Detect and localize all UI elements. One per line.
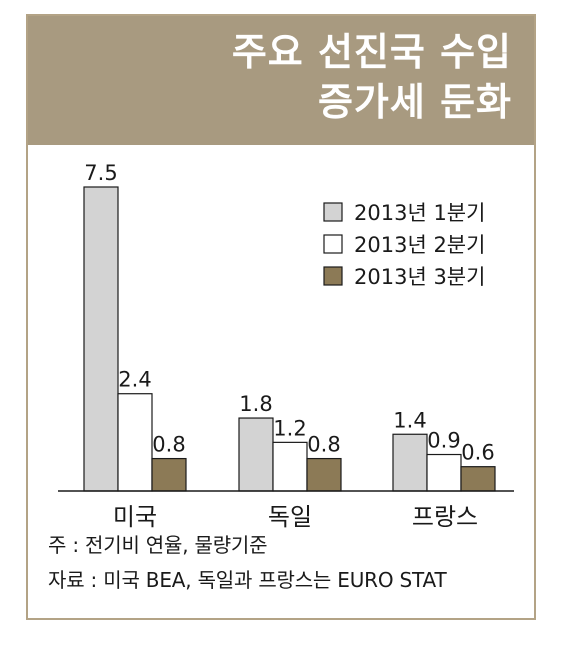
bar-q1-0 (83, 186, 119, 492)
value-label: 0.8 (307, 433, 340, 457)
chart-title-line-2: 증가세 둔화 (317, 80, 512, 124)
chart-frame: 주요 선진국 수입 증가세 둔화 (26, 14, 536, 620)
legend-label: 2013년 1분기 (354, 201, 485, 225)
category-label: 프랑스 (412, 503, 478, 531)
value-label: 1.8 (239, 392, 272, 416)
chart-title-line-1: 주요 선진국 수입 (231, 30, 512, 74)
bar-q3-2 (460, 466, 496, 492)
value-label: 1.4 (393, 408, 426, 432)
value-label: 0.8 (152, 433, 185, 457)
category-label: 독일 (268, 503, 312, 531)
legend-label: 2013년 2분기 (354, 233, 485, 257)
bar-q3-1 (306, 457, 342, 492)
bar-q2-2 (426, 453, 462, 492)
legend-label: 2013년 3분기 (354, 265, 485, 289)
value-label: 7.5 (84, 161, 117, 185)
bar-q3-0 (151, 457, 187, 492)
bar-q1-2 (392, 433, 428, 492)
footnote-source: 자료 : 미국 BEA, 독일과 프랑스는 EURO STAT (48, 568, 447, 592)
category-label: 미국 (113, 503, 157, 531)
bar-q2-1 (272, 441, 308, 492)
value-label: 2.4 (118, 368, 151, 392)
footnote-note: 주 : 전기비 연율, 물량기준 (48, 533, 268, 557)
bar-q2-0 (117, 393, 153, 492)
value-label: 0.9 (427, 429, 460, 453)
bar-q1-1 (238, 417, 274, 492)
legend-swatch (323, 234, 343, 254)
value-label: 0.6 (461, 441, 494, 465)
chart-header: 주요 선진국 수입 증가세 둔화 (28, 16, 534, 145)
value-label: 1.2 (273, 416, 306, 440)
legend-swatch (323, 202, 343, 222)
legend-swatch (323, 266, 343, 286)
